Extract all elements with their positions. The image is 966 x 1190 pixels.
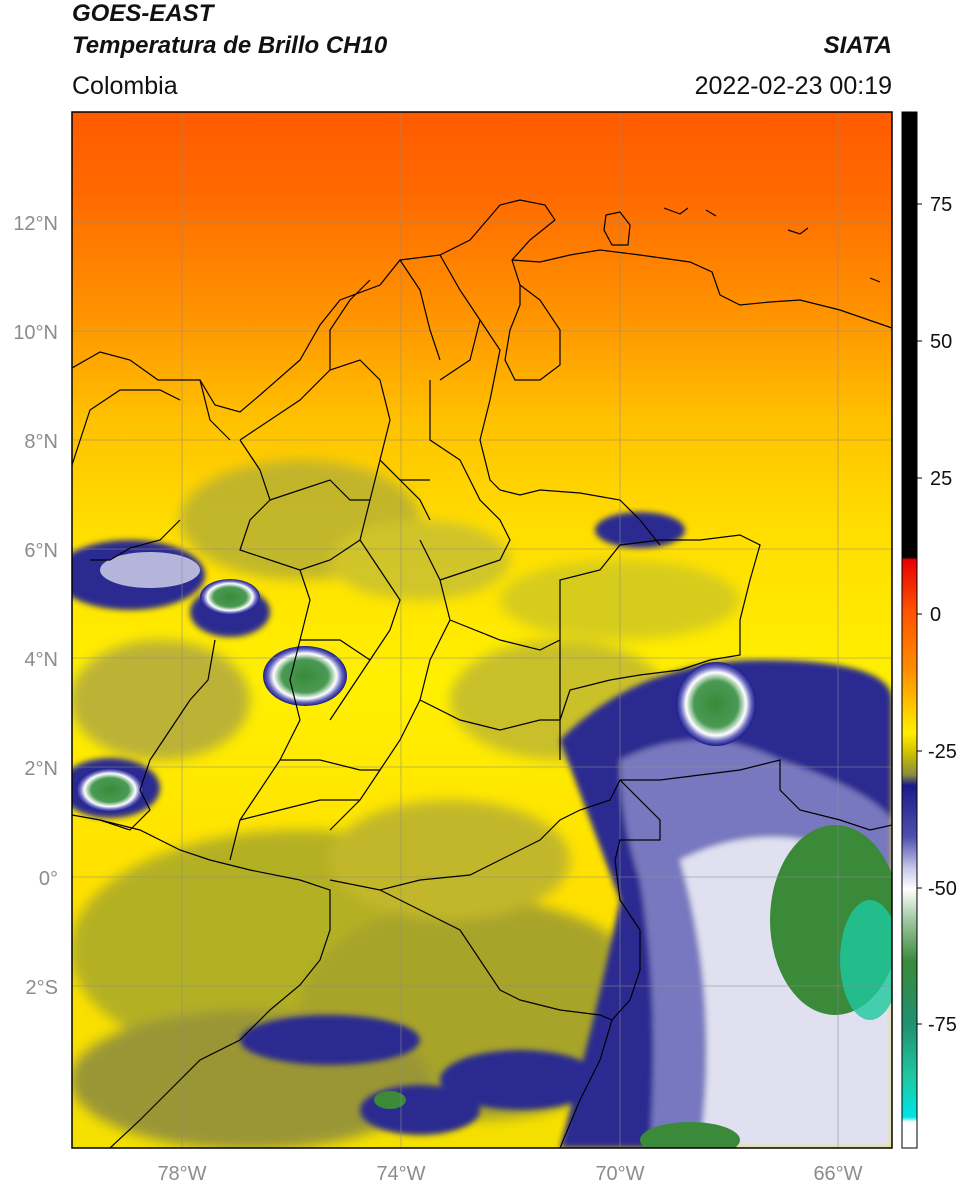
colorbar-tick-label: 25 — [930, 468, 952, 490]
cloud-cell-pacific-south — [76, 768, 144, 812]
lat-label: 8°N — [24, 431, 58, 453]
lat-label: 2°S — [26, 977, 58, 999]
map-frame — [71, 111, 893, 1149]
lon-label: 70°W — [595, 1163, 644, 1185]
lat-label: 4°N — [24, 649, 58, 671]
cloud-cell-orinoquia — [676, 662, 756, 746]
datetime-label: 2022-02-23 00:19 — [694, 72, 892, 100]
lon-label: 66°W — [813, 1163, 862, 1185]
latitude-labels: 12°N 10°N 8°N 6°N 4°N 2°N 0° 2°S — [13, 213, 58, 999]
colorbar: 75 50 25 0 -25 -50 -75 — [901, 111, 957, 1149]
cloud-cell-antioquia — [263, 646, 347, 706]
product-title: Temperatura de Brillo CH10 — [72, 32, 388, 59]
colorbar-scale — [901, 111, 918, 1149]
region-label: Colombia — [72, 72, 178, 100]
lon-label: 78°W — [157, 1163, 206, 1185]
colorbar-tick-label: 75 — [930, 194, 952, 216]
lat-label: 2°N — [24, 758, 58, 780]
lat-label: 10°N — [13, 322, 58, 344]
organization-label: SIATA — [823, 32, 892, 59]
colorbar-tick-label: -75 — [928, 1014, 957, 1036]
map-panel — [72, 112, 892, 1148]
lat-label: 6°N — [24, 540, 58, 562]
colorbar-tick-label: -50 — [928, 878, 957, 900]
cloud-cell-pacific-coast — [200, 579, 260, 615]
lat-label: 12°N — [13, 213, 58, 235]
lat-label: 0° — [39, 868, 58, 890]
colorbar-tick-label: -25 — [928, 741, 957, 763]
colorbar-tick-label: 0 — [930, 604, 941, 626]
longitude-labels: 78°W 74°W 70°W 66°W — [157, 1163, 862, 1185]
gridlines — [72, 112, 892, 1148]
colorbar-tick-label: 50 — [930, 331, 952, 353]
cold-cloud-cells — [76, 552, 892, 1148]
satellite-title: GOES-EAST — [72, 0, 214, 27]
coastlines-and-borders — [72, 199, 892, 1148]
lon-label: 74°W — [376, 1163, 425, 1185]
